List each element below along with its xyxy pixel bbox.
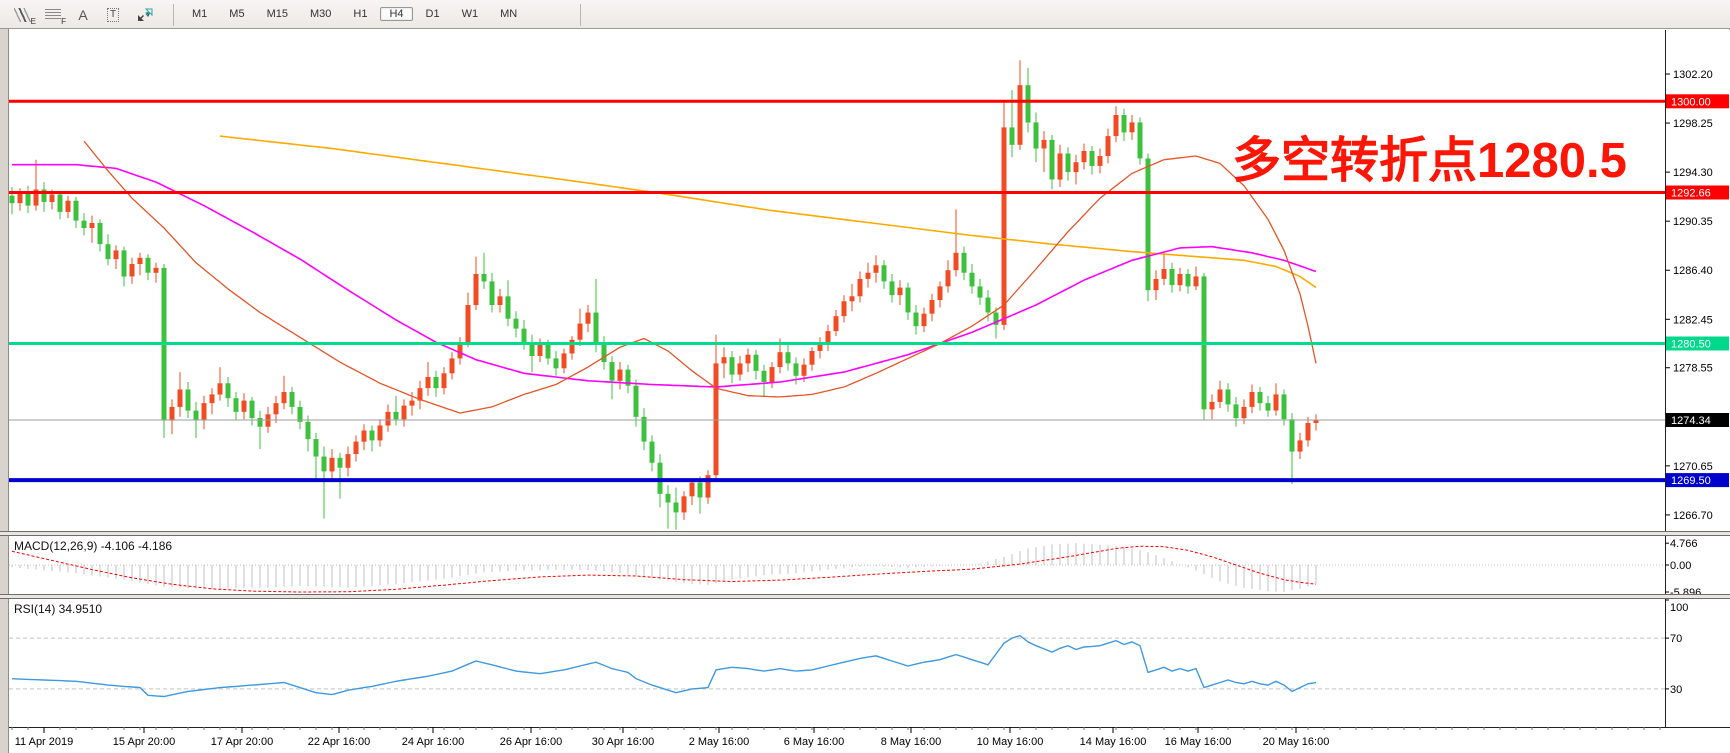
price-badge-1280.50	[1666, 336, 1729, 351]
fib-lines-glyph	[45, 8, 61, 21]
macd-signal-line	[11, 545, 1317, 593]
price-badge-1300.00	[1666, 94, 1729, 109]
price-badge-1269.50	[1666, 473, 1729, 488]
ma-slow-orange	[219, 135, 1317, 289]
rsi-panel[interactable]: 100 70 30	[9, 599, 1730, 727]
rsi-scale-30: 30	[1670, 684, 1682, 696]
time-tick-label: 24 Apr 16:00	[402, 736, 464, 748]
timeframe-button-M15[interactable]: M15	[266, 8, 288, 20]
timeframe-group: M1 M5 M15 M30 H1 H4 D1 W1 MN	[181, 4, 528, 24]
macd-scale--5.896: -5.896	[1670, 587, 1701, 596]
cursor-mode-icon[interactable]: ▼	[128, 4, 166, 26]
dropdown-caret-icon: ▼	[144, 10, 152, 19]
time-tick-label: 22 Apr 16:00	[308, 736, 370, 748]
macd-indicator-label: MACD(12,26,9) -4.106 -4.186	[14, 539, 173, 553]
rsi-scale-100: 100	[1670, 602, 1688, 614]
rsi-scale-70: 70	[1670, 633, 1682, 645]
arrows-glyph	[138, 8, 153, 21]
timeframe-button-M5[interactable]: M5	[229, 8, 245, 20]
ma-fast-red	[83, 140, 1317, 414]
text-glyph: A	[78, 6, 88, 23]
toolbar-separator	[173, 3, 174, 26]
time-tick-label: 26 Apr 16:00	[500, 736, 562, 748]
draw-patterns-icon[interactable]: E	[8, 4, 38, 26]
timeframe-button-M1[interactable]: M1	[192, 8, 208, 20]
pattern-lines-glyph	[14, 7, 32, 22]
timeframe-button-W1[interactable]: W1	[461, 8, 479, 20]
time-tick-label: 11 Apr 2019	[15, 736, 74, 748]
price-tick-1298.25: 1298.25	[1673, 118, 1713, 130]
price-tick-1278.55: 1278.55	[1673, 363, 1713, 375]
price-tick-1270.65: 1270.65	[1673, 461, 1713, 473]
time-tick-label: 17 Apr 20:00	[211, 736, 273, 748]
panel-splitter-rsi[interactable]	[0, 594, 1730, 599]
ma-mid-magenta	[12, 163, 1317, 388]
macd-scale-4.766: 4.766	[1670, 538, 1698, 550]
fibonacci-icon[interactable]: F	[38, 4, 68, 26]
price-badge-1274.34	[1666, 413, 1729, 427]
timeframe-button-H1[interactable]: H1	[353, 8, 368, 20]
panel-splitter-macd[interactable]	[0, 531, 1730, 536]
time-tick-label: 16 May 16:00	[1165, 736, 1232, 748]
time-tick-label: 15 Apr 20:00	[113, 736, 175, 748]
svg-text:1269.50: 1269.50	[1671, 475, 1711, 487]
macd-panel[interactable]: 4.766 0.00 -5.896	[9, 536, 1730, 596]
svg-text:1280.50: 1280.50	[1671, 339, 1711, 351]
macd-histogram	[11, 543, 1317, 592]
price-badge-1292.66	[1666, 185, 1729, 200]
timeframe-button-H4[interactable]: H4	[380, 7, 413, 21]
time-tick-label: 6 May 16:00	[784, 736, 845, 748]
text-label-tool-icon[interactable]: T	[98, 4, 128, 26]
timeframe-button-MN[interactable]: MN	[500, 8, 518, 20]
time-tick-label: 8 May 16:00	[881, 736, 942, 748]
price-tick-1266.70: 1266.70	[1673, 510, 1713, 522]
price-tick-1294.30: 1294.30	[1673, 167, 1713, 179]
svg-text:1274.34: 1274.34	[1671, 415, 1711, 427]
price-tick-1282.45: 1282.45	[1673, 314, 1713, 326]
main-price-chart[interactable]: 1302.20 1298.25 1294.30 1290.35 1286.40 1282.…	[9, 30, 1730, 533]
plot-area	[9, 60, 1319, 530]
timeframe-button-D1[interactable]: D1	[425, 8, 440, 20]
price-tick-1302.20: 1302.20	[1673, 69, 1713, 81]
toolbar: E F A T ▼ M1 M5 M15 M30 H1 H4 D1 W1 MN	[0, 0, 1730, 29]
time-tick-label: 2 May 16:00	[689, 736, 750, 748]
timeframe-button-M30[interactable]: M30	[309, 8, 332, 20]
time-tick-label: 30 Apr 16:00	[592, 736, 654, 748]
time-tick-label: 14 May 16:00	[1080, 736, 1147, 748]
svg-text:1300.00: 1300.00	[1671, 96, 1711, 108]
pattern-badge: E	[30, 16, 36, 26]
price-tick-1286.40: 1286.40	[1673, 265, 1713, 277]
rsi-line	[11, 634, 1317, 698]
fib-badge: F	[61, 16, 66, 26]
macd-scale-0.00: 0.00	[1670, 560, 1691, 572]
pivot-annotation-text: 多空转折点1280.5	[1232, 134, 1627, 188]
candles	[9, 60, 1319, 530]
toolbar-separator-2	[580, 3, 582, 26]
text-tool-icon[interactable]: A	[68, 4, 98, 26]
price-tick-1290.35: 1290.35	[1673, 216, 1713, 228]
window-left-edge	[0, 29, 9, 753]
svg-text:1292.66: 1292.66	[1671, 188, 1711, 200]
time-tick-label: 10 May 16:00	[977, 736, 1044, 748]
time-tick-label: 20 May 16:00	[1263, 736, 1330, 748]
time-axis[interactable]: 11 Apr 2019 15 Apr 20:00 17 Apr 20:00 22 Ap…	[9, 727, 1730, 753]
rsi-indicator-label: RSI(14) 34.9510	[14, 602, 103, 616]
text-label-glyph: T	[106, 7, 120, 22]
